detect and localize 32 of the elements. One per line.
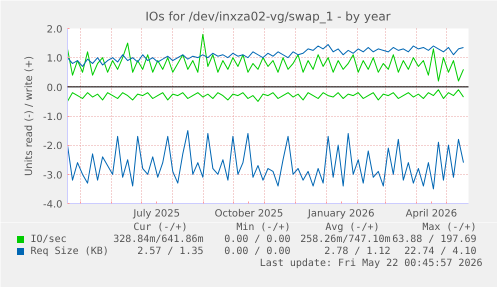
y-tick-label: -2.0 <box>42 141 63 152</box>
y-tick-label: 0.0 <box>46 82 63 94</box>
y-tick-label: -4.0 <box>42 200 63 210</box>
y-tick-label: -1.0 <box>42 112 63 123</box>
text: 258.26m/747.10m <box>300 234 391 245</box>
text: Min (-/+) <box>236 222 291 233</box>
y-tick-label: 1.0 <box>46 54 63 65</box>
text: 0.00 / 0.00 <box>224 234 291 245</box>
x-tick-label: January 2026 <box>306 208 374 220</box>
chart-title: IOs for /dev/inxza02-vg/swap_1 - by year <box>145 10 391 24</box>
text: 328.84m/641.86m <box>113 234 204 245</box>
x-tick-label: April 2026 <box>406 208 458 220</box>
x-tick-label: July 2025 <box>132 208 180 220</box>
line-series <box>68 130 464 190</box>
line-series <box>68 44 464 67</box>
y-axis-title: Units read (-) / write (+) <box>24 56 35 176</box>
legend-label: Req Size (KB) <box>30 246 109 257</box>
x-tick-label: October 2025 <box>214 208 284 220</box>
text: 63.88 / 197.69 <box>392 234 477 245</box>
line-series <box>68 34 464 82</box>
text: 0.00 / 0.00 <box>224 246 291 257</box>
text: 2.78 / 1.12 <box>324 246 391 257</box>
line-series <box>68 89 464 102</box>
text: 22.74 / 4.10 <box>404 246 477 257</box>
text: 2.57 / 1.35 <box>137 246 204 257</box>
legend-label: IO/sec <box>30 234 67 245</box>
text: Avg (-/+) <box>325 222 380 233</box>
y-tick-label: 2.0 <box>46 24 63 36</box>
text: Cur (-/+) <box>133 222 188 233</box>
text: Last update: Fri May 22 00:45:57 2026 <box>260 258 483 269</box>
y-tick-label: -3.0 <box>42 170 63 182</box>
text: Max (-/+) <box>422 222 477 233</box>
